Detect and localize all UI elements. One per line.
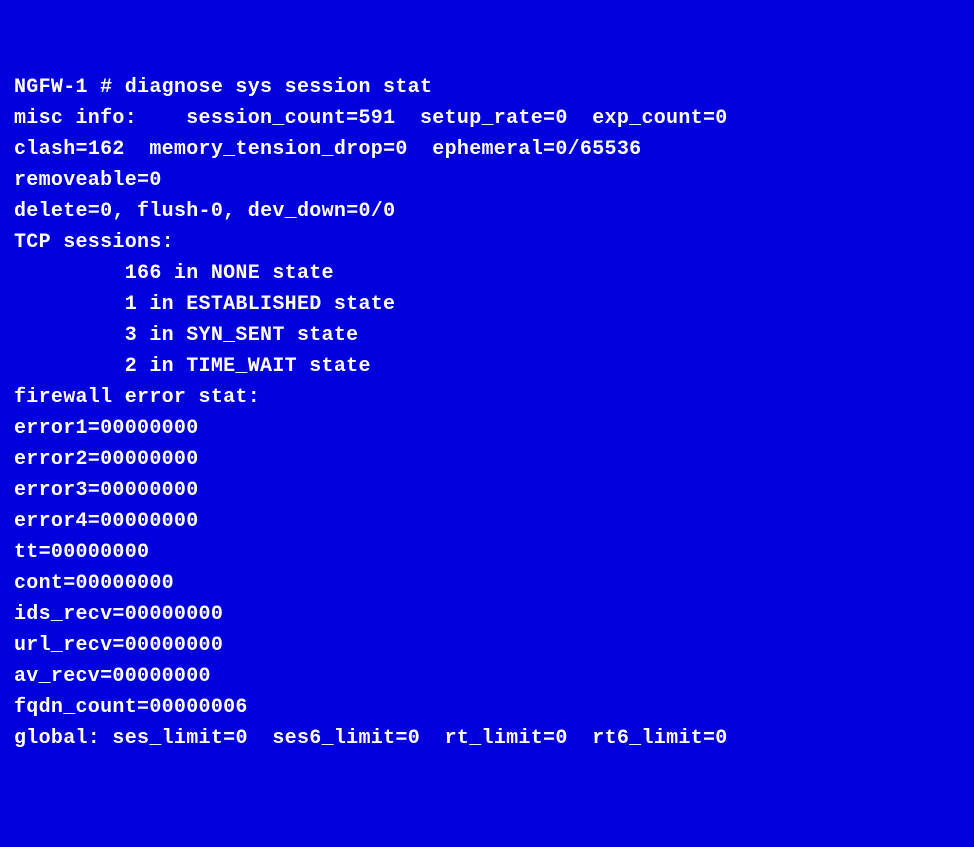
delete-label: delete= — [14, 200, 100, 223]
exp-count-value: 0 — [715, 107, 727, 130]
flush-value: 0 — [211, 200, 223, 223]
url-recv-line: url_recv=00000000 — [14, 634, 223, 657]
rt6-limit-label: rt6_limit= — [592, 727, 715, 750]
av-recv-line: av_recv=00000000 — [14, 665, 211, 688]
ses6-limit-value: 0 — [408, 727, 420, 750]
tcp-time-wait-state: 2 in TIME_WAIT state — [125, 355, 371, 378]
removeable-value: 0 — [149, 169, 161, 192]
error4-line: error4=00000000 — [14, 510, 199, 533]
rt6-limit-value: 0 — [715, 727, 727, 750]
memory-tension-drop-label: memory_tension_drop= — [149, 138, 395, 161]
session-count-value: 591 — [358, 107, 395, 130]
ses-limit-value: 0 — [235, 727, 247, 750]
rt-limit-value: 0 — [555, 727, 567, 750]
cont-line: cont=00000000 — [14, 572, 174, 595]
clash-value: 162 — [88, 138, 125, 161]
tcp-established-state: 1 in ESTABLISHED state — [125, 293, 396, 316]
ses6-limit-label: ses6_limit= — [272, 727, 407, 750]
misc-info-label: misc info: — [14, 107, 137, 130]
fqdn-count-line: fqdn_count=00000006 — [14, 696, 248, 719]
delete-value: 0 — [100, 200, 112, 223]
tt-line: tt=00000000 — [14, 541, 149, 564]
dev-down-label: dev_down= — [248, 200, 359, 223]
ephemeral-value: 0/65536 — [555, 138, 641, 161]
prompt: NGFW-1 # — [14, 76, 125, 99]
dev-down-value: 0/0 — [359, 200, 396, 223]
clash-label: clash= — [14, 138, 88, 161]
tcp-sessions-header: TCP sessions: — [14, 231, 174, 254]
flush-label: flush- — [137, 200, 211, 223]
error2-line: error2=00000000 — [14, 448, 199, 471]
setup-rate-value: 0 — [555, 107, 567, 130]
error1-line: error1=00000000 — [14, 417, 199, 440]
command: diagnose sys session stat — [125, 76, 433, 99]
removeable-label: removeable= — [14, 169, 149, 192]
memory-tension-drop-value: 0 — [395, 138, 407, 161]
exp-count-label: exp_count= — [592, 107, 715, 130]
ids-recv-line: ids_recv=00000000 — [14, 603, 223, 626]
rt-limit-label: rt_limit= — [445, 727, 556, 750]
global-label: global: — [14, 727, 112, 750]
terminal-output: NGFW-1 # diagnose sys session stat misc … — [14, 72, 960, 754]
setup-rate-label: setup_rate= — [420, 107, 555, 130]
ses-limit-label: ses_limit= — [112, 727, 235, 750]
tcp-none-state: 166 in NONE state — [125, 262, 334, 285]
error3-line: error3=00000000 — [14, 479, 199, 502]
ephemeral-label: ephemeral= — [432, 138, 555, 161]
session-count-label: session_count= — [186, 107, 358, 130]
tcp-syn-sent-state: 3 in SYN_SENT state — [125, 324, 359, 347]
firewall-error-header: firewall error stat: — [14, 386, 260, 409]
